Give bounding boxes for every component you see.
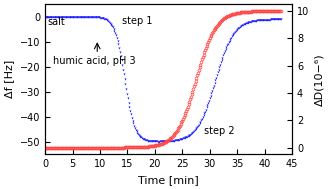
Text: step 1: step 1 — [122, 16, 152, 26]
Y-axis label: ΔD(10−⁶): ΔD(10−⁶) — [315, 53, 325, 106]
Text: salt: salt — [48, 17, 65, 27]
Y-axis label: Δf [Hz]: Δf [Hz] — [4, 60, 14, 98]
Text: step 2: step 2 — [204, 126, 235, 136]
X-axis label: Time [min]: Time [min] — [138, 175, 199, 185]
Text: humic acid, pH 3: humic acid, pH 3 — [53, 56, 136, 66]
